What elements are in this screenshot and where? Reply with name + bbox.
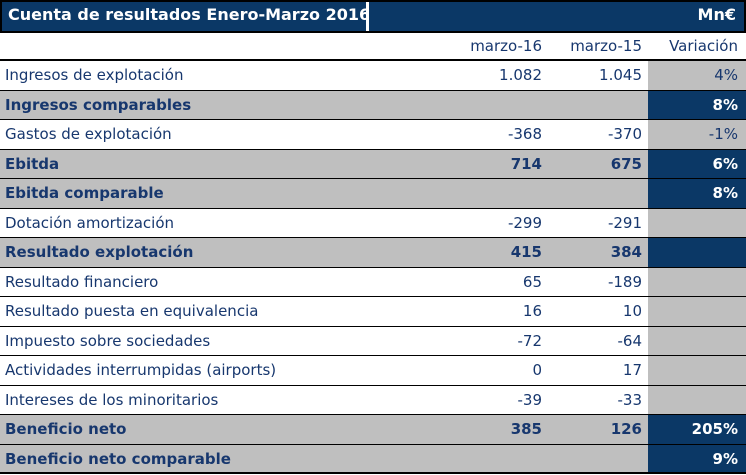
value-marzo15: 17 xyxy=(622,361,642,379)
value-marzo16: 0 xyxy=(532,361,542,379)
row-label: Beneficio neto comparable xyxy=(0,444,448,472)
row-label: Resultado puesta en equivalencia xyxy=(5,302,259,320)
value-variacion: 8% xyxy=(648,179,746,208)
value-marzo15: -291 xyxy=(607,213,642,232)
row-label: Resultado explotación xyxy=(0,238,448,267)
value-marzo15: 1.045 xyxy=(599,66,642,84)
table-row: Resultado puesta en equivalencia 16 10 xyxy=(0,297,746,327)
table-row: Gastos de explotación -368 -370 -1% xyxy=(0,120,746,150)
value-marzo15 xyxy=(548,179,648,208)
table-row: Dotación amortización -299 -291 xyxy=(0,208,746,238)
value-marzo15: 675 xyxy=(548,149,648,178)
row-label: Resultado financiero xyxy=(5,272,159,291)
value-marzo15: -189 xyxy=(607,272,642,291)
table-row: Ingresos de explotación 1.082 1.045 4% xyxy=(0,61,746,91)
value-marzo15: 10 xyxy=(622,302,642,320)
value-marzo16 xyxy=(448,179,548,208)
column-header-row: marzo-16 marzo-15 Variación xyxy=(0,33,746,61)
column-header-marzo15: marzo-15 xyxy=(570,37,642,55)
table-row: Beneficio neto 385 126 205% xyxy=(0,415,746,445)
row-label: Actividades interrumpidas (airports) xyxy=(5,361,277,379)
value-marzo15: -33 xyxy=(617,390,643,409)
table-row: Impuesto sobre sociedades -72 -64 xyxy=(0,326,746,356)
table-row: Ebitda 714 675 6% xyxy=(0,149,746,179)
value-marzo15 xyxy=(548,90,648,119)
value-variacion xyxy=(648,208,746,237)
table-row: Intereses de los minoritarios -39 -33 xyxy=(0,385,746,415)
title-bar: Cuenta de resultados Enero-Marzo 2016 Mn… xyxy=(0,0,746,33)
column-header-variacion: Variación xyxy=(669,37,738,55)
value-variacion xyxy=(648,385,746,414)
row-label: Ingresos comparables xyxy=(0,90,448,119)
table-row: Ingresos comparables 8% xyxy=(0,90,746,120)
value-marzo15: 384 xyxy=(548,238,648,267)
value-marzo16: -72 xyxy=(517,331,543,350)
value-variacion: 4% xyxy=(648,61,746,90)
row-label: Ebitda comparable xyxy=(0,179,448,208)
value-variacion xyxy=(648,356,746,385)
value-variacion xyxy=(648,297,746,326)
page-title: Cuenta de resultados Enero-Marzo 2016 xyxy=(2,2,366,31)
value-marzo15 xyxy=(548,444,648,472)
value-variacion xyxy=(648,267,746,296)
value-marzo15: -370 xyxy=(607,125,642,143)
value-marzo16: 415 xyxy=(448,238,548,267)
column-header-marzo16: marzo-16 xyxy=(470,37,542,55)
value-marzo16: -368 xyxy=(507,125,542,143)
value-variacion: 8% xyxy=(648,90,746,119)
row-label: Impuesto sobre sociedades xyxy=(5,331,211,350)
value-marzo16 xyxy=(448,444,548,472)
value-variacion: 9% xyxy=(648,444,746,472)
value-marzo16: 65 xyxy=(522,272,542,291)
row-label: Ingresos de explotación xyxy=(5,66,184,84)
row-label: Dotación amortización xyxy=(5,213,175,232)
table-row: Ebitda comparable 8% xyxy=(0,179,746,209)
value-marzo16: 385 xyxy=(448,415,548,444)
value-variacion: 205% xyxy=(648,415,746,444)
value-marzo16 xyxy=(448,90,548,119)
value-marzo16: 1.082 xyxy=(499,66,542,84)
value-marzo15: -64 xyxy=(617,331,643,350)
column-header-empty xyxy=(0,33,448,59)
row-label: Beneficio neto xyxy=(0,415,448,444)
value-variacion xyxy=(648,238,746,267)
table-row: Beneficio neto comparable 9% xyxy=(0,444,746,474)
unit-label: Mn€ xyxy=(369,2,744,31)
value-variacion: 6% xyxy=(648,149,746,178)
row-label: Intereses de los minoritarios xyxy=(5,390,219,409)
value-variacion xyxy=(648,326,746,355)
value-marzo15: 126 xyxy=(548,415,648,444)
row-label: Ebitda xyxy=(0,149,448,178)
table-row: Resultado explotación 415 384 xyxy=(0,238,746,268)
value-marzo16: 714 xyxy=(448,149,548,178)
row-label: Gastos de explotación xyxy=(5,125,172,143)
table-row: Actividades interrumpidas (airports) 0 1… xyxy=(0,356,746,386)
table-row: Resultado financiero 65 -189 xyxy=(0,267,746,297)
value-variacion: -1% xyxy=(648,120,746,149)
value-marzo16: -299 xyxy=(507,213,542,232)
value-marzo16: -39 xyxy=(517,390,543,409)
value-marzo16: 16 xyxy=(522,302,542,320)
